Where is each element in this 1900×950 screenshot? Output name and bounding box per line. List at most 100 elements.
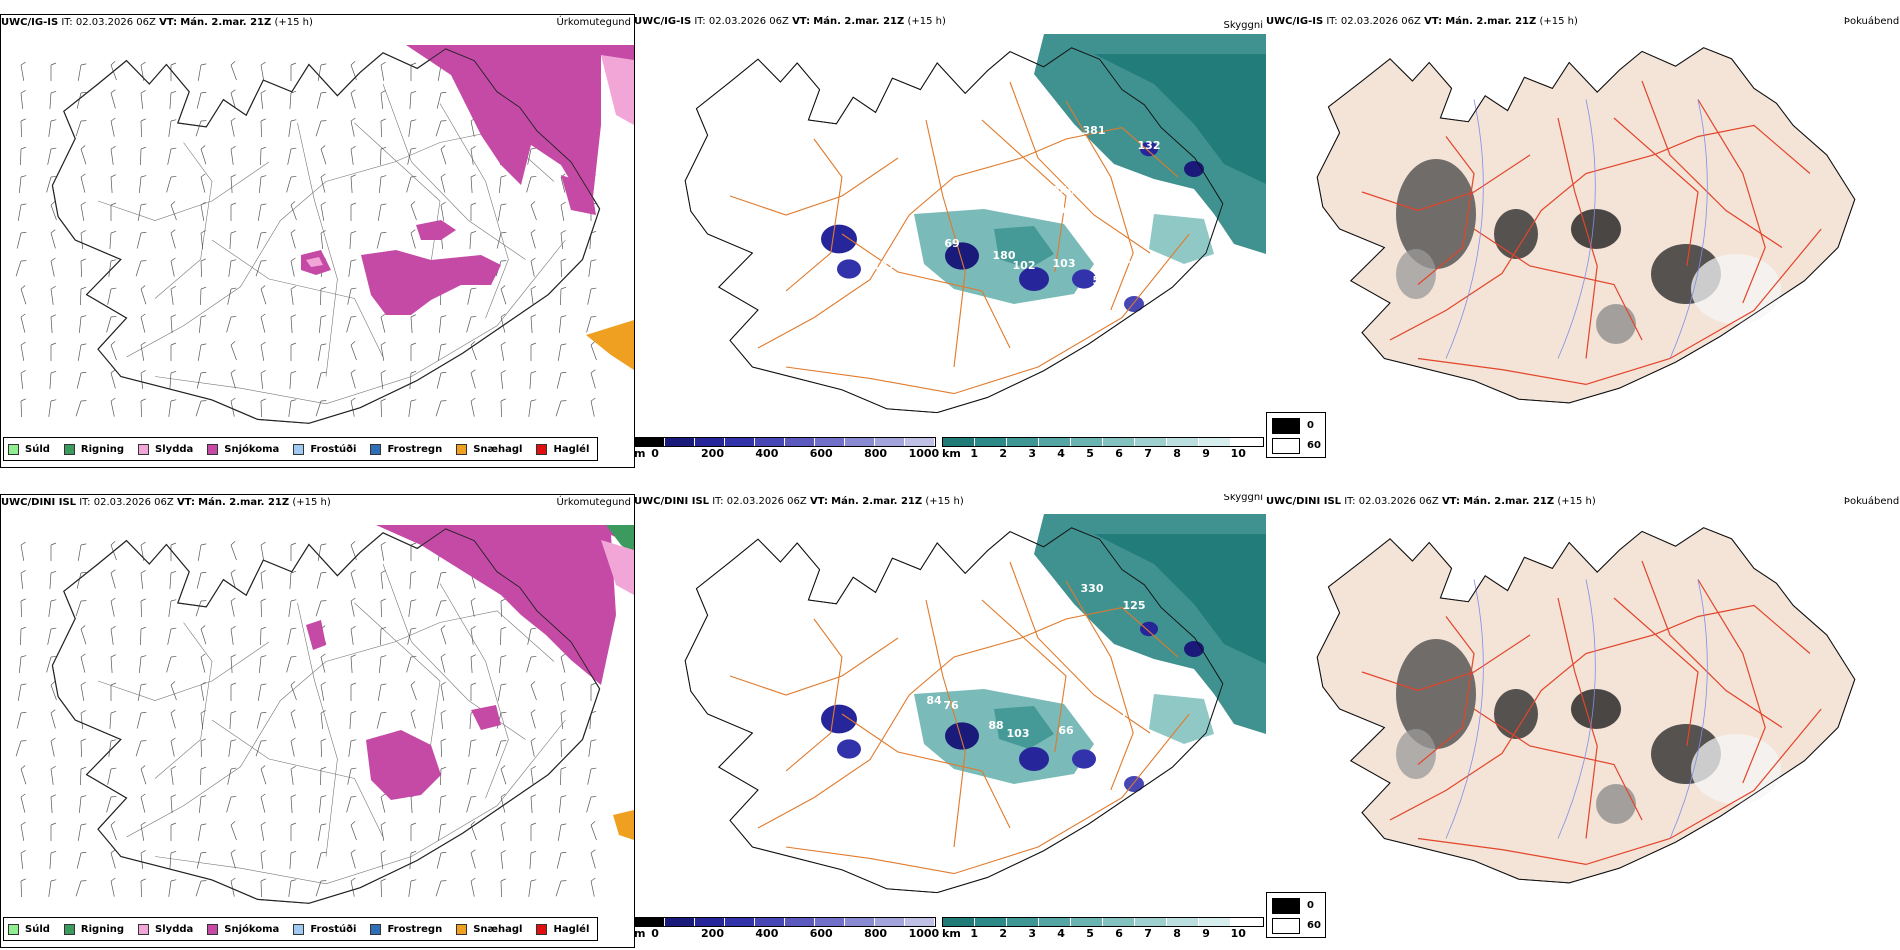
colorbar-segment bbox=[1007, 918, 1039, 926]
panel-header: UWC/IG-IS IT: 02.03.2026 06Z VT: Mán. 2.… bbox=[1266, 16, 1578, 27]
colorbar-segment bbox=[975, 438, 1007, 446]
colorbar-segment bbox=[1071, 438, 1103, 446]
visibility-value-label: 76 bbox=[943, 699, 959, 712]
visibility-value-label: 340 bbox=[1053, 184, 1076, 197]
visibility-value-label: 84 bbox=[926, 694, 942, 707]
colorbar-tick: 5 bbox=[1086, 447, 1094, 460]
colorbar-tick: 600 bbox=[809, 447, 833, 460]
product-type-label: Þokuábendi bbox=[1843, 496, 1900, 507]
colorbar-tick: 2 bbox=[999, 927, 1007, 940]
colorbar-tick: 800 bbox=[864, 447, 888, 460]
colorbar-segment bbox=[785, 438, 815, 446]
colorbar-tick: 400 bbox=[755, 927, 779, 940]
panel-fog-row1: UWC/IG-IS IT: 02.03.2026 06Z VT: Mán. 2.… bbox=[1266, 14, 1900, 466]
product-type-label: Þokuábendi bbox=[1843, 16, 1900, 27]
legend-swatch bbox=[370, 923, 382, 935]
colorbar-segment bbox=[1135, 918, 1167, 926]
visibility-map: 330 125 260 456 84 76 88 103 66 191 34 bbox=[684, 514, 1266, 894]
legend-swatch bbox=[1272, 418, 1300, 434]
precip-type-map bbox=[15, 525, 634, 904]
colorbar-unit: km bbox=[942, 927, 961, 940]
product-type-label: Skyggni bbox=[1223, 494, 1263, 503]
colorbar-tick: 3 bbox=[1028, 927, 1036, 940]
precip-type-legend: Súld Rigning Slydda Snjókoma Frostúði Fr… bbox=[3, 917, 599, 941]
colorbar-segment bbox=[695, 918, 725, 926]
colorbar-segment bbox=[665, 438, 695, 446]
colorbar-segment bbox=[695, 438, 725, 446]
visibility-value-label: 180 bbox=[993, 249, 1016, 262]
colorbar-segment bbox=[943, 438, 975, 446]
colorbar-segment bbox=[635, 918, 665, 926]
colorbar-tick: 10 bbox=[1230, 447, 1246, 460]
legend-item-haglel: Haglél bbox=[536, 443, 589, 455]
colorbar-tick: 8 bbox=[1173, 447, 1181, 460]
legend-swatch bbox=[138, 923, 150, 935]
visibility-value-label: 102 bbox=[1013, 259, 1036, 272]
colorbar-tick: 1000 bbox=[908, 447, 940, 460]
fog-index-legend: 0 60 bbox=[1266, 892, 1326, 938]
colorbar-segment bbox=[905, 438, 935, 446]
legend-item-sudl: Súld bbox=[8, 443, 50, 455]
legend-swatch bbox=[207, 923, 219, 935]
colorbar-segment bbox=[1007, 438, 1039, 446]
visibility-colorbar-ticks: km 1 2 3 4 5 6 7 8 9 10 bbox=[942, 447, 1264, 461]
panel-precip-type-row2: UWC/DINI ISL IT: 02.03.2026 06Z VT: Mán.… bbox=[0, 494, 635, 948]
fog-index-legend: 0 60 bbox=[1266, 412, 1326, 458]
colorbar-tick: 7 bbox=[1144, 447, 1152, 460]
colorbar-segment bbox=[1231, 438, 1263, 446]
colorbar-tick: 4 bbox=[1057, 927, 1065, 940]
colorbar-segment bbox=[845, 918, 875, 926]
colorbar-segment bbox=[1039, 918, 1071, 926]
visibility-value-label: 103 bbox=[1007, 727, 1030, 740]
visibility-value-label: 69 bbox=[944, 237, 959, 250]
colorbar-tick: 800 bbox=[864, 927, 888, 940]
panel-visibility-row2: UWC/DINI ISL IT: 02.03.2026 06Z VT: Mán.… bbox=[634, 494, 1266, 946]
visibility-value-label: 311 bbox=[1103, 234, 1126, 247]
visibility-value-label: 82 bbox=[896, 241, 911, 254]
colorbar-tick: 10 bbox=[1230, 927, 1246, 940]
fog-index-map bbox=[1316, 47, 1856, 404]
colorbar-tick: 9 bbox=[1202, 447, 1210, 460]
colorbar-segment bbox=[875, 438, 905, 446]
legend-swatch bbox=[536, 923, 548, 935]
colorbar-segment bbox=[755, 438, 785, 446]
colorbar-segment bbox=[815, 438, 845, 446]
precip-type-legend: Súld Rigning Slydda Snjókoma Frostúði Fr… bbox=[3, 437, 599, 461]
panel-fog-row2: UWC/DINI ISL IT: 02.03.2026 06Z VT: Mán.… bbox=[1266, 494, 1900, 946]
panel-header: UWC/DINI ISL IT: 02.03.2026 06Z VT: Mán.… bbox=[1, 497, 331, 508]
colorbar-segment bbox=[975, 918, 1007, 926]
colorbar-segment bbox=[1039, 438, 1071, 446]
colorbar-segment bbox=[665, 918, 695, 926]
colorbar-tick: 9 bbox=[1202, 927, 1210, 940]
colorbar-segment bbox=[1199, 918, 1231, 926]
colorbar-segment bbox=[1199, 438, 1231, 446]
colorbar-tick: 2 bbox=[999, 447, 1007, 460]
visibility-value-label: 260 bbox=[933, 609, 956, 622]
colorbar-segment bbox=[1103, 918, 1135, 926]
visibility-value-label: 330 bbox=[1081, 582, 1104, 595]
colorbar-unit: m bbox=[634, 927, 646, 940]
colorbar-tick: 1 bbox=[970, 447, 979, 460]
colorbar-tick: 600 bbox=[809, 927, 833, 940]
colorbar-tick: 0 bbox=[651, 447, 659, 460]
colorbar-tick: 6 bbox=[1115, 447, 1123, 460]
panel-visibility-row1: UWC/IG-IS IT: 02.03.2026 06Z VT: Mán. 2.… bbox=[634, 14, 1266, 466]
legend-item-snjokoma: Snjókoma bbox=[207, 443, 279, 455]
product-type-label: Skyggni bbox=[1223, 20, 1263, 31]
legend-swatch bbox=[8, 923, 19, 935]
colorbar-tick: 1000 bbox=[908, 927, 940, 940]
colorbar-segment bbox=[943, 918, 975, 926]
colorbar-segment bbox=[1167, 918, 1199, 926]
visibility-value-label: 125 bbox=[1123, 599, 1146, 612]
elevation-colorbar: m 0 200 400 600 800 1000 bbox=[634, 437, 939, 461]
colorbar-tick: 6 bbox=[1115, 927, 1123, 940]
product-type-label: Úrkomutegund bbox=[556, 497, 631, 508]
visibility-value-label: 132 bbox=[1138, 139, 1161, 152]
colorbar-tick: 0 bbox=[651, 927, 659, 940]
elevation-colorbar: m 0 200 400 600 800 1000 bbox=[634, 917, 939, 941]
colorbar-tick: 5 bbox=[1086, 927, 1094, 940]
fog-index-map bbox=[1316, 527, 1856, 884]
visibility-value-label: 34 bbox=[1113, 729, 1129, 742]
colorbar-segment bbox=[1071, 918, 1103, 926]
